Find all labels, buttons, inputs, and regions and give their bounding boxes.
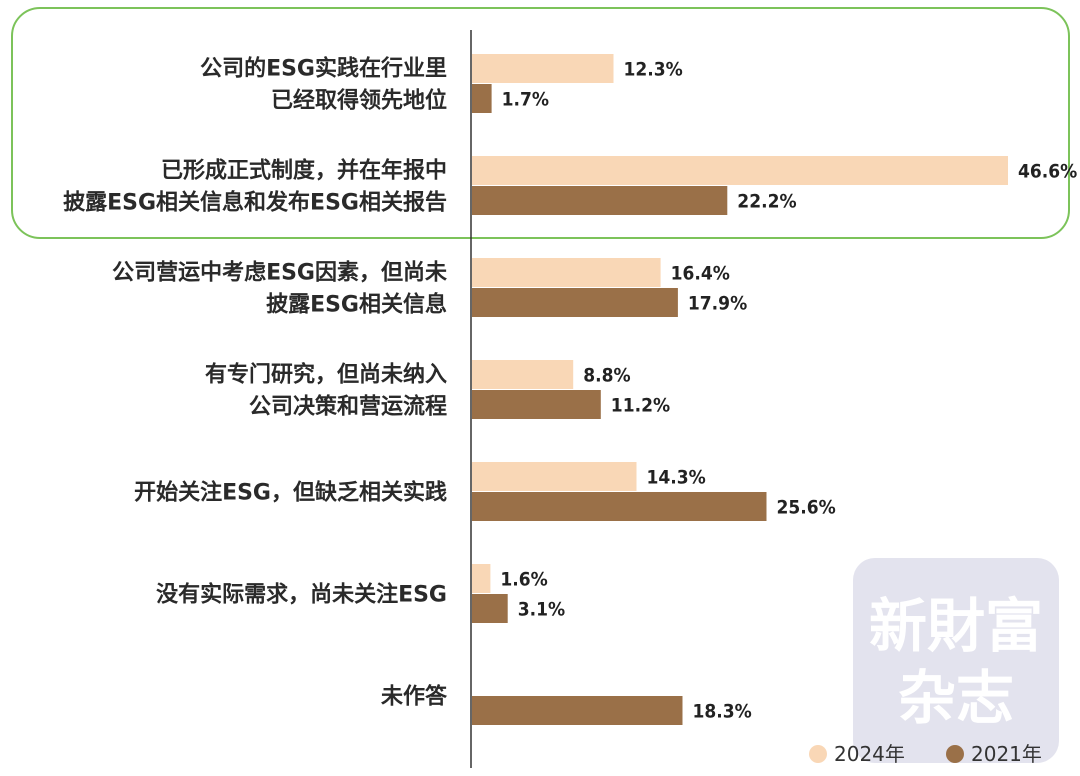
value-label: 46.6% bbox=[1018, 161, 1077, 183]
value-label: 18.3% bbox=[693, 701, 752, 723]
bar-2021-5 bbox=[472, 594, 508, 623]
legend-marker bbox=[809, 745, 827, 763]
category-label: 公司的ESG实践在行业里 bbox=[200, 56, 447, 82]
category-label: 已形成正式制度，并在年报中 bbox=[161, 158, 447, 184]
bar-2024-3 bbox=[472, 360, 574, 389]
legend-label: 2024年 bbox=[834, 742, 905, 766]
highlight-box bbox=[11, 7, 1070, 239]
category-label: 有专门研究，但尚未纳入 bbox=[205, 362, 447, 388]
category-label: 公司决策和营运流程 bbox=[249, 394, 447, 420]
category-label: 已经取得领先地位 bbox=[271, 88, 447, 114]
bar-2024-4 bbox=[472, 462, 637, 491]
legend-label: 2021年 bbox=[971, 742, 1042, 766]
legend: 2024年 2021年 bbox=[809, 742, 1042, 766]
value-label: 25.6% bbox=[777, 497, 836, 519]
category-labels: 公司的ESG实践在行业里已经取得领先地位已形成正式制度，并在年报中披露ESG相关… bbox=[63, 56, 448, 710]
value-label: 8.8% bbox=[583, 365, 630, 387]
bar-2024-5 bbox=[472, 564, 491, 593]
bar-2021-3 bbox=[472, 390, 601, 419]
bar-2024-0 bbox=[472, 54, 614, 83]
value-label: 1.7% bbox=[502, 89, 549, 111]
value-label: 22.2% bbox=[737, 191, 796, 213]
category-label: 披露ESG相关信息 bbox=[266, 292, 447, 318]
value-label: 11.2% bbox=[611, 395, 670, 417]
watermark: 新財富 杂志 bbox=[853, 558, 1059, 763]
value-label: 14.3% bbox=[647, 467, 706, 489]
watermark-line-1: 新財富 bbox=[869, 592, 1043, 660]
bar-2021-6 bbox=[472, 696, 683, 725]
value-label: 16.4% bbox=[671, 263, 730, 285]
category-label: 公司营运中考虑ESG因素，但尚未 bbox=[112, 260, 447, 286]
watermark-background bbox=[853, 558, 1059, 763]
bar-2021-4 bbox=[472, 492, 767, 521]
legend-marker bbox=[946, 745, 964, 763]
category-label: 未作答 bbox=[381, 684, 448, 710]
category-label: 没有实际需求，尚未关注ESG bbox=[156, 582, 447, 608]
bars-group: 12.3% 1.7% 46.6% 22.2% 16.4% 17.9% 8.8% 11.2% 14… bbox=[472, 54, 1077, 725]
value-label: 12.3% bbox=[624, 59, 683, 81]
bar-2024-1 bbox=[472, 156, 1008, 185]
value-label: 3.1% bbox=[518, 599, 565, 621]
value-label: 1.6% bbox=[500, 569, 547, 591]
bar-2021-2 bbox=[472, 288, 678, 317]
category-label: 开始关注ESG，但缺乏相关实践 bbox=[134, 480, 447, 506]
bar-2021-0 bbox=[472, 84, 492, 113]
value-label: 17.9% bbox=[688, 293, 747, 315]
bar-2021-1 bbox=[472, 186, 728, 215]
category-label: 披露ESG相关信息和发布ESG相关报告 bbox=[63, 190, 447, 216]
watermark-line-2: 杂志 bbox=[898, 664, 1014, 732]
bar-2024-2 bbox=[472, 258, 661, 287]
